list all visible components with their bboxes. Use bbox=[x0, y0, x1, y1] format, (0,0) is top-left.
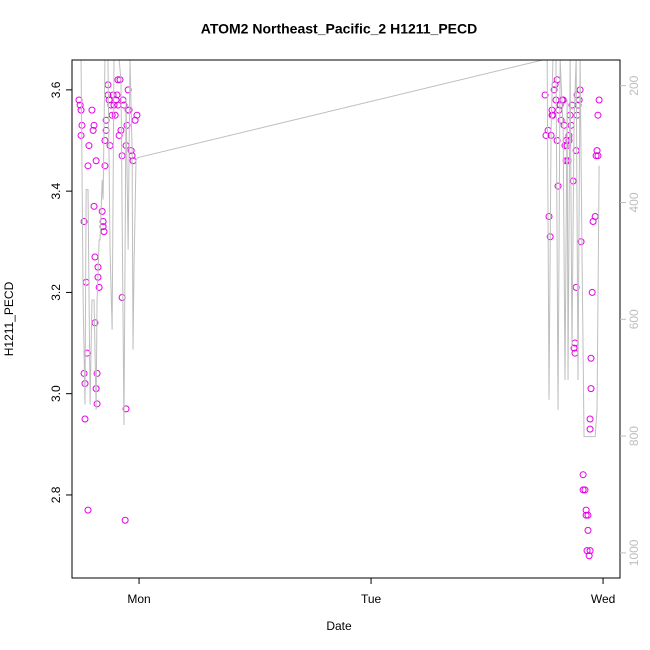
data-point bbox=[594, 152, 602, 160]
data-point bbox=[89, 126, 97, 134]
data-point bbox=[570, 344, 578, 352]
data-point bbox=[588, 288, 596, 296]
data-point bbox=[91, 253, 99, 261]
y2-tick-label: 600 bbox=[627, 309, 641, 329]
y2-tick-label: 800 bbox=[627, 426, 641, 446]
data-point bbox=[93, 369, 101, 377]
data-point bbox=[541, 91, 549, 99]
data-point bbox=[586, 425, 594, 433]
data-point bbox=[84, 506, 92, 514]
data-point bbox=[93, 400, 101, 408]
data-point bbox=[554, 182, 562, 190]
data-point bbox=[561, 142, 569, 150]
data-point bbox=[77, 131, 85, 139]
data-point bbox=[584, 511, 592, 519]
data-point bbox=[92, 157, 100, 165]
data-point bbox=[121, 516, 129, 524]
x-tick-label: Wed bbox=[591, 592, 615, 606]
x-tick-label: Tue bbox=[361, 592, 382, 606]
data-point bbox=[90, 202, 98, 210]
data-point bbox=[545, 212, 553, 220]
data-point bbox=[584, 526, 592, 534]
data-point bbox=[593, 147, 601, 155]
data-point bbox=[108, 111, 116, 119]
data-point bbox=[133, 111, 141, 119]
data-point bbox=[99, 218, 107, 226]
y-tick-label: 2.8 bbox=[49, 486, 63, 503]
data-point bbox=[582, 511, 590, 519]
data-point bbox=[565, 137, 573, 145]
data-point bbox=[84, 162, 92, 170]
y-axis-label: H1211_PECD bbox=[2, 281, 16, 356]
plot-area bbox=[75, 60, 603, 560]
data-point bbox=[101, 162, 109, 170]
x-axis-label: Date bbox=[326, 619, 352, 633]
data-point bbox=[592, 152, 600, 160]
data-point bbox=[595, 96, 603, 104]
data-point bbox=[81, 415, 89, 423]
data-point bbox=[98, 207, 106, 215]
data-point bbox=[565, 131, 573, 139]
data-point bbox=[90, 121, 98, 129]
data-point bbox=[75, 96, 83, 104]
y-tick-label: 3.2 bbox=[49, 284, 63, 301]
data-point bbox=[586, 547, 594, 555]
data-point bbox=[116, 76, 124, 84]
data-point bbox=[85, 142, 93, 150]
data-point bbox=[557, 116, 565, 124]
data-point bbox=[594, 111, 602, 119]
data-point bbox=[101, 137, 109, 145]
y-tick-label: 3.0 bbox=[49, 385, 63, 402]
data-point bbox=[585, 552, 593, 560]
data-point bbox=[111, 111, 119, 119]
y2-tick-label: 1000 bbox=[627, 539, 641, 566]
data-point bbox=[586, 415, 594, 423]
data-point bbox=[591, 212, 599, 220]
data-point bbox=[572, 283, 580, 291]
data-point bbox=[88, 106, 96, 114]
data-point bbox=[579, 486, 587, 494]
x-tick-label: Mon bbox=[127, 592, 150, 606]
y-tick-label: 3.6 bbox=[49, 81, 63, 98]
y2-tick-label: 400 bbox=[627, 192, 641, 212]
data-point bbox=[80, 218, 88, 226]
data-point bbox=[579, 471, 587, 479]
data-point bbox=[122, 405, 130, 413]
data-point bbox=[577, 238, 585, 246]
chart-title: ATOM2 Northeast_Pacific_2 H1211_PECD bbox=[201, 21, 478, 37]
data-point bbox=[587, 354, 595, 362]
data-point bbox=[127, 147, 135, 155]
data-point bbox=[123, 121, 131, 129]
data-point bbox=[581, 486, 589, 494]
y2-tick-label: 200 bbox=[627, 75, 641, 95]
data-point bbox=[587, 385, 595, 393]
y-tick-label: 3.4 bbox=[49, 182, 63, 199]
data-point bbox=[100, 228, 108, 236]
data-point bbox=[550, 86, 558, 94]
data-point bbox=[76, 101, 84, 109]
data-point bbox=[109, 91, 117, 99]
data-point bbox=[95, 283, 103, 291]
